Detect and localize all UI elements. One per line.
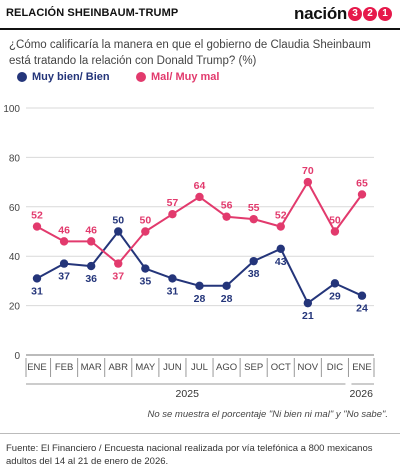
- source-text: Fuente: El Financiero / Encuesta naciona…: [6, 443, 373, 467]
- x-tick-label: FEB: [55, 362, 73, 373]
- chart-note: No se muestra el porcentaje "Ni bien ni …: [147, 409, 388, 420]
- header-bar: RELACIÓN SHEINBAUM-TRUMP nación 3 2 1: [0, 0, 400, 30]
- data-label: 28: [194, 293, 206, 305]
- data-label: 35: [139, 276, 151, 288]
- chart-header-title: RELACIÓN SHEINBAUM-TRUMP: [6, 7, 179, 19]
- data-point: [276, 244, 285, 253]
- data-label: 52: [275, 210, 287, 222]
- legend-label: Muy bien/ Bien: [32, 71, 110, 83]
- x-tick-label: MAY: [135, 362, 156, 373]
- data-label: 50: [112, 215, 124, 227]
- data-point: [357, 190, 367, 199]
- year-label: 2026: [350, 388, 374, 400]
- footer: Fuente: El Financiero / Encuesta naciona…: [0, 433, 400, 474]
- data-label: 57: [167, 197, 179, 209]
- data-point: [195, 192, 204, 202]
- data-label: 21: [302, 310, 314, 322]
- data-point: [195, 281, 204, 291]
- data-label: 24: [356, 303, 368, 315]
- data-label: 46: [85, 224, 97, 236]
- data-label: 50: [139, 215, 151, 227]
- data-point: [303, 177, 313, 187]
- data-point: [114, 227, 123, 236]
- legend-item-muy-bien: Muy bien/ Bien: [17, 71, 110, 83]
- data-point: [249, 256, 258, 266]
- data-point: [330, 227, 340, 236]
- x-tick-label: NOV: [298, 362, 319, 373]
- x-tick-label: MAR: [81, 362, 102, 373]
- data-label: 43: [275, 256, 287, 268]
- data-label: 50: [329, 215, 341, 227]
- data-label: 29: [329, 290, 341, 302]
- survey-question: ¿Cómo calificaría la manera en que el go…: [9, 39, 371, 67]
- data-point: [86, 261, 96, 271]
- data-point: [168, 210, 177, 219]
- x-tick-label: JUN: [163, 362, 182, 373]
- x-tick-label: AGO: [216, 362, 237, 373]
- chart-legend: Muy bien/ Bien Mal/ Muy mal: [0, 71, 400, 87]
- y-tick-label: 80: [9, 153, 21, 164]
- data-point: [59, 259, 69, 268]
- x-tick-label: DIC: [327, 362, 344, 373]
- data-label: 28: [221, 293, 233, 305]
- data-point: [330, 279, 340, 288]
- data-label: 37: [112, 271, 124, 283]
- data-label: 64: [194, 180, 206, 192]
- data-label: 46: [58, 224, 70, 236]
- data-point: [222, 212, 231, 221]
- x-tick-label: ENE: [352, 362, 372, 373]
- logo-digit: 1: [378, 7, 392, 21]
- data-point: [59, 237, 69, 246]
- y-tick-label: 40: [9, 252, 21, 263]
- x-tick-label: SEP: [244, 362, 263, 373]
- data-label: 37: [58, 271, 70, 283]
- y-tick-label: 60: [9, 203, 21, 214]
- data-point: [222, 281, 231, 291]
- y-tick-label: 100: [3, 104, 20, 115]
- y-tick-label: 0: [14, 351, 20, 362]
- data-point: [249, 214, 258, 224]
- data-label: 38: [248, 268, 260, 280]
- data-label: 65: [356, 177, 368, 189]
- data-point: [114, 259, 123, 268]
- x-tick-label: OCT: [271, 362, 291, 373]
- legend-label: Mal/ Muy mal: [151, 71, 220, 83]
- logo-digit: 2: [363, 7, 377, 21]
- data-label: 31: [167, 285, 179, 297]
- y-tick-label: 20: [9, 302, 21, 313]
- data-label: 36: [85, 273, 97, 285]
- data-label: 70: [302, 165, 314, 177]
- x-tick-label: ENE: [27, 362, 47, 373]
- data-point: [303, 298, 313, 308]
- x-tick-label: JUL: [191, 362, 208, 373]
- data-point: [32, 222, 42, 231]
- data-point: [32, 274, 42, 283]
- data-point: [86, 237, 96, 246]
- data-point: [168, 274, 177, 283]
- data-point: [141, 227, 150, 236]
- logo-digit: 3: [348, 7, 362, 21]
- data-point: [357, 291, 367, 300]
- legend-dot-navy: [17, 72, 27, 82]
- legend-dot-pink: [136, 72, 146, 82]
- data-point: [141, 264, 150, 273]
- data-label: 56: [221, 200, 233, 212]
- data-label: 31: [31, 285, 43, 297]
- brand-logo: nación 3 2 1: [294, 3, 392, 25]
- data-label: 52: [31, 210, 43, 222]
- year-label: 2025: [176, 388, 200, 400]
- legend-item-mal: Mal/ Muy mal: [136, 71, 219, 83]
- data-point: [276, 222, 285, 231]
- x-tick-label: ABR: [108, 362, 128, 373]
- logo-text: nación: [294, 4, 347, 23]
- data-label: 55: [248, 202, 260, 214]
